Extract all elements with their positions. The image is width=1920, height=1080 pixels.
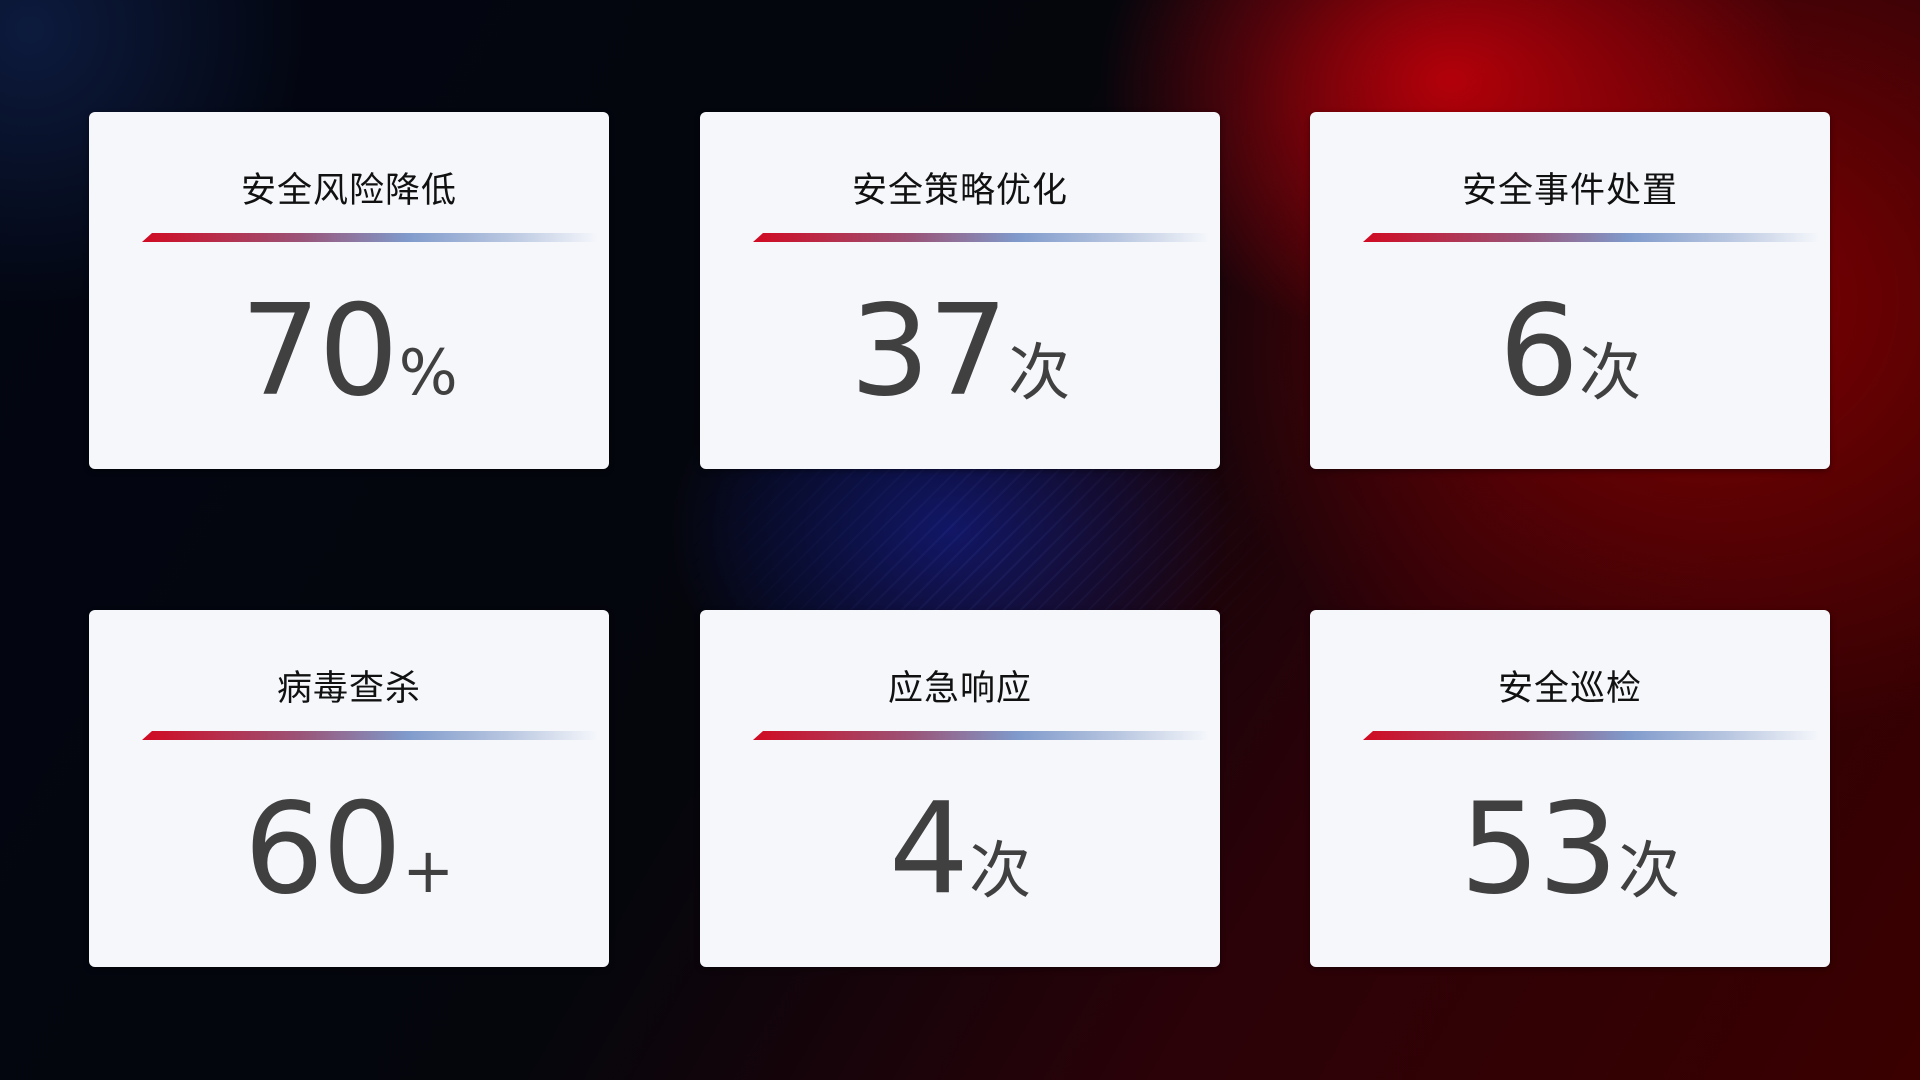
stat-card-virus-removal: 病毒查杀 60+	[89, 610, 609, 967]
card-value: 37次	[700, 277, 1220, 424]
card-title: 应急响应	[887, 669, 1032, 709]
card-value: 53次	[1310, 775, 1830, 922]
value-number: 37	[849, 277, 1008, 424]
value-number: 6	[1498, 277, 1579, 424]
value-number: 4	[888, 775, 969, 922]
card-title: 安全巡检	[1497, 669, 1642, 709]
value-unit: %	[398, 336, 458, 409]
value-unit: 次	[1618, 834, 1681, 907]
card-title: 安全风险降低	[240, 171, 457, 211]
stat-card-emergency-response: 应急响应 4次	[700, 610, 1220, 967]
gradient-divider	[142, 233, 598, 242]
card-value: 4次	[700, 775, 1220, 922]
gradient-divider	[753, 233, 1209, 242]
value-unit: +	[402, 834, 455, 907]
card-title: 安全策略优化	[851, 171, 1068, 211]
value-number: 60	[243, 775, 402, 922]
card-value: 60+	[89, 775, 609, 922]
card-value: 6次	[1310, 277, 1830, 424]
value-unit: 次	[969, 834, 1032, 907]
gradient-divider	[753, 731, 1209, 740]
value-number: 70	[240, 277, 398, 424]
gradient-divider	[1363, 233, 1819, 242]
stat-card-security-patrol: 安全巡检 53次	[1310, 610, 1830, 967]
card-title: 安全事件处置	[1461, 171, 1678, 211]
stat-card-risk-reduction: 安全风险降低 70%	[89, 112, 609, 469]
stat-card-policy-optimization: 安全策略优化 37次	[700, 112, 1220, 469]
gradient-divider	[1363, 731, 1819, 740]
value-unit: 次	[1579, 336, 1642, 409]
stat-card-incident-handling: 安全事件处置 6次	[1310, 112, 1830, 469]
value-number: 53	[1459, 775, 1618, 922]
gradient-divider	[142, 731, 598, 740]
value-unit: 次	[1008, 336, 1071, 409]
card-value: 70%	[89, 277, 609, 424]
card-title: 病毒查杀	[276, 669, 421, 709]
